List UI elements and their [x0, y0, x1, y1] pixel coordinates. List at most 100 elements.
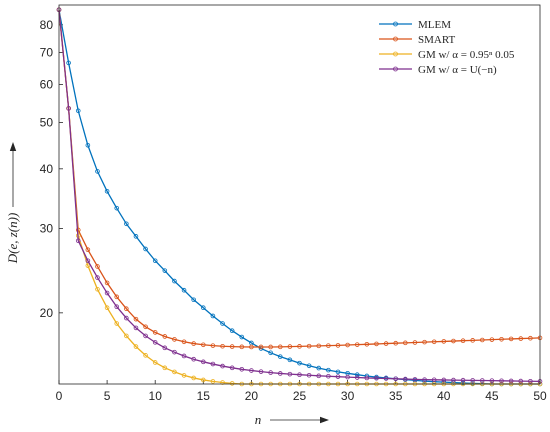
data-point [479, 337, 485, 343]
data-point [499, 378, 504, 384]
data-point [489, 378, 495, 383]
data-point [431, 377, 437, 383]
x-tick-label: 15 [197, 389, 211, 403]
data-point [422, 339, 427, 345]
data-point [210, 379, 216, 384]
data-point [316, 365, 322, 371]
data-point [354, 375, 360, 380]
data-point [249, 344, 254, 350]
data-point [95, 264, 100, 269]
data-point [489, 337, 495, 342]
data-point [277, 344, 283, 350]
data-point [143, 333, 148, 339]
data-point [220, 380, 225, 385]
data-point [277, 354, 283, 359]
data-point [239, 367, 245, 372]
data-point [114, 304, 120, 310]
series-4 [56, 7, 543, 384]
y-axis-label-arrowhead [9, 142, 17, 151]
data-point [316, 343, 322, 349]
series-line [58, 9, 541, 348]
data-point [239, 334, 245, 340]
data-point [287, 371, 293, 377]
data-point [181, 287, 187, 293]
data-point [104, 290, 110, 296]
series-line [58, 9, 541, 383]
data-point [518, 336, 524, 341]
legend-label: GM w/ α = U(−n) [418, 64, 497, 76]
data-point [345, 374, 350, 380]
data-point [143, 353, 148, 358]
data-point [85, 258, 91, 264]
data-point [268, 370, 273, 375]
data-point [114, 294, 120, 300]
data-point [345, 342, 350, 348]
data-point [326, 373, 331, 379]
data-point [383, 376, 389, 381]
x-tick-label: 45 [485, 389, 499, 403]
data-point [412, 340, 418, 345]
data-point [95, 169, 100, 174]
data-point [528, 378, 533, 384]
data-point [470, 338, 475, 343]
data-point [181, 373, 187, 378]
data-point [470, 378, 475, 383]
data-point [104, 188, 110, 194]
legend-item: GM w/ α = 0.95ⁿ 0.05 [379, 49, 515, 61]
data-point [451, 338, 456, 344]
data-point [201, 305, 206, 311]
data-point [85, 142, 91, 148]
data-point [326, 343, 331, 348]
data-point [210, 361, 216, 367]
data-point [229, 365, 235, 371]
data-point [114, 205, 120, 211]
data-point [460, 377, 466, 383]
data-point [335, 374, 341, 379]
data-point [364, 341, 370, 347]
data-point [124, 306, 129, 312]
x-tick-label: 30 [341, 389, 355, 403]
data-point [277, 371, 283, 376]
data-point [172, 349, 177, 355]
data-point [124, 333, 129, 339]
data-point [239, 344, 245, 350]
data-point [412, 377, 418, 382]
data-point [124, 221, 129, 227]
data-point [422, 377, 427, 382]
data-point [364, 375, 370, 381]
data-point [133, 325, 139, 331]
data-point [229, 381, 235, 386]
y-axis-label: D(e, z(n)) [5, 213, 20, 265]
data-point [210, 313, 216, 319]
data-point [191, 375, 196, 381]
y-tick-label: 20 [40, 306, 54, 320]
legend-label: GM w/ α = 0.95ⁿ 0.05 [418, 49, 515, 61]
data-point [441, 339, 447, 344]
x-tick-label: 25 [293, 389, 307, 403]
y-tick-label: 80 [40, 18, 54, 32]
data-point [499, 336, 504, 342]
data-point [229, 344, 235, 349]
data-point [287, 344, 293, 349]
data-point [162, 345, 168, 351]
x-axis-label-arrowhead [320, 416, 329, 424]
data-point [143, 246, 148, 252]
x-tick-label: 10 [149, 389, 163, 403]
legend-marker [393, 51, 398, 57]
data-point [162, 365, 168, 371]
data-point [479, 378, 485, 383]
data-point [335, 343, 341, 348]
data-point [508, 378, 514, 384]
data-point [85, 263, 91, 268]
data-point [460, 338, 466, 344]
data-point [133, 316, 139, 322]
legend: MLEM SMART GM w/ α = 0.95ⁿ 0.05 GM w/ α = U… [374, 14, 534, 82]
data-point [66, 60, 71, 66]
data-point [441, 377, 447, 383]
data-point [287, 357, 293, 363]
y-tick-label: 30 [40, 222, 54, 236]
x-tick-label: 50 [533, 389, 547, 403]
legend-box [374, 14, 534, 82]
data-point [354, 342, 360, 347]
